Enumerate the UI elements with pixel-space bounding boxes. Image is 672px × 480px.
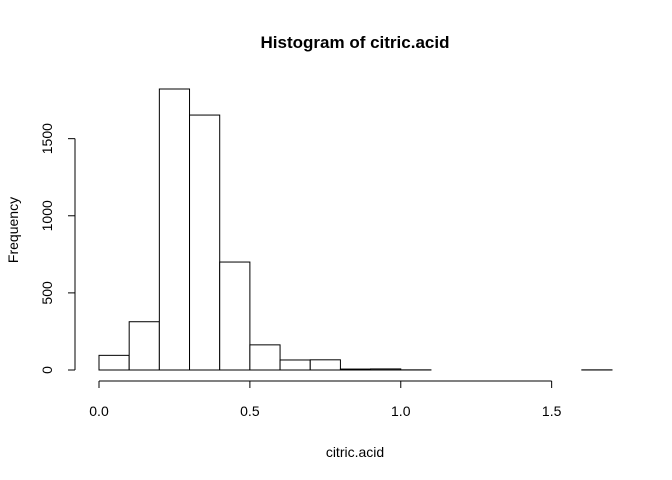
x-tick-label: 1.0 [391,403,411,419]
histogram-bar [98,354,130,371]
y-tick-label: 500 [39,281,55,305]
x-axis: 0.0 0.5 1.0 1.5 [89,380,562,419]
y-axis: 0 500 1000 1500 [39,123,76,374]
x-tick-label: 1.5 [542,403,562,419]
y-axis-label: Frequency [5,197,21,263]
histogram-bar [279,359,311,371]
histogram-bar [219,261,251,371]
y-tick-label: 1500 [39,123,55,154]
x-axis-label: citric.acid [326,444,384,460]
y-tick-label: 0 [39,366,55,374]
histogram-bar [249,344,281,371]
histogram-bar [189,114,221,371]
histogram-bar [370,368,402,371]
bars-group [98,88,613,371]
x-tick-label: 0.0 [89,403,109,419]
histogram-bar [128,321,160,371]
histogram-bar [339,368,372,371]
chart-title: Histogram of citric.acid [261,33,450,52]
x-tick-label: 0.5 [240,403,260,419]
histogram-bar [158,88,191,371]
histogram-bar [309,359,341,371]
y-tick-label: 1000 [39,200,55,231]
